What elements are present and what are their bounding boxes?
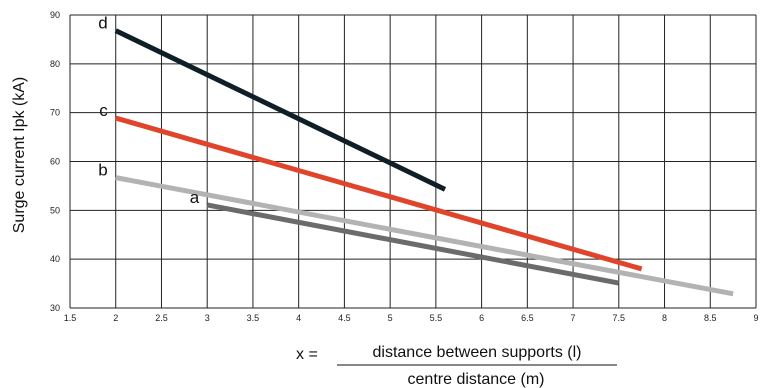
series-label-b: b xyxy=(98,161,107,180)
x-tick-label: 3.5 xyxy=(247,313,260,323)
x-tick-label: 4.5 xyxy=(338,313,351,323)
x-tick-label: 6.5 xyxy=(521,313,534,323)
x-tick-label: 9 xyxy=(753,313,758,323)
y-tick-label: 70 xyxy=(50,108,60,118)
x-tick-label: 8 xyxy=(662,313,667,323)
y-tick-label: 90 xyxy=(50,10,60,20)
series-label-c: c xyxy=(99,101,108,120)
y-axis-title: Surge current Ipk (kA) xyxy=(11,77,28,234)
x-tick-label: 3 xyxy=(205,313,210,323)
x-tick-label: 7 xyxy=(571,313,576,323)
x-tick-label: 6 xyxy=(479,313,484,323)
series-line-c xyxy=(115,115,643,272)
series-lines xyxy=(114,28,734,297)
series-line-b xyxy=(115,175,734,297)
series-line-a xyxy=(206,202,620,286)
x-tick-label: 4 xyxy=(296,313,301,323)
x-axis-title-prefix: x = xyxy=(296,346,318,363)
x-tick-label: 5.5 xyxy=(430,313,443,323)
x-tick-label: 2 xyxy=(113,313,118,323)
x-axis-title-denominator: centre distance (m) xyxy=(408,371,545,388)
x-axis-title-numerator: distance between supports (l) xyxy=(373,344,582,361)
series-label-a: a xyxy=(190,188,200,207)
x-tick-label: 5 xyxy=(388,313,393,323)
grid xyxy=(69,14,757,309)
series-line-d xyxy=(114,28,447,192)
y-tick-label: 60 xyxy=(50,157,60,167)
labels: 1.5 2 2.5 3 3.5 4 4.5 5 5.5 6 6.5 7 7.5 8 8.5 9 30 40 50 60… xyxy=(50,10,759,323)
series-label-d: d xyxy=(98,14,107,33)
y-tick-label: 80 xyxy=(50,59,60,69)
x-tick-label: 1.5 xyxy=(64,313,77,323)
x-tick-label: 7.5 xyxy=(613,313,626,323)
y-tick-label: 50 xyxy=(50,205,60,215)
y-tick-label: 40 xyxy=(50,254,60,264)
x-tick-label: 8.5 xyxy=(704,313,717,323)
y-tick-label: 30 xyxy=(50,303,60,313)
x-tick-label: 2.5 xyxy=(155,313,168,323)
